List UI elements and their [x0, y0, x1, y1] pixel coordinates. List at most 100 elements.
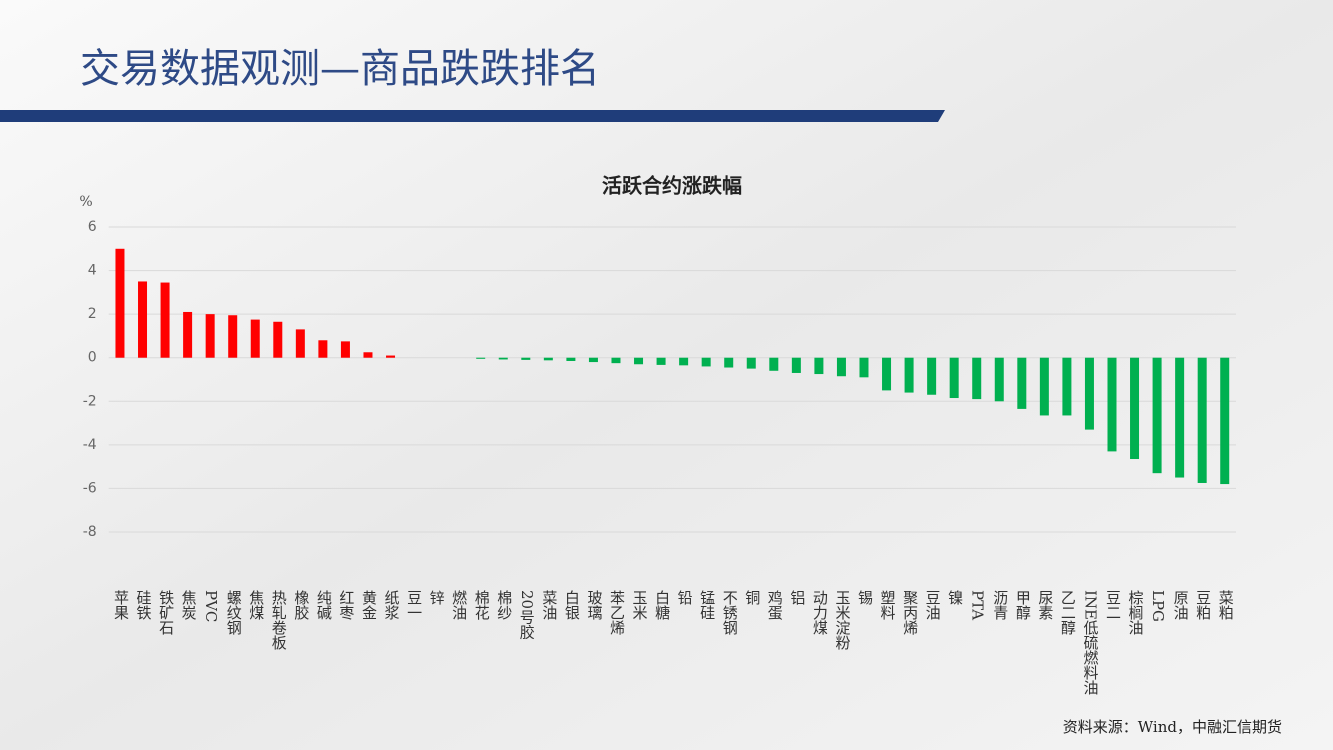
- x-tick-label: 动力煤: [811, 590, 829, 635]
- x-tick-label: 焦煤: [247, 590, 265, 620]
- x-tick-label: 白糖: [653, 590, 671, 620]
- bar: [476, 357, 486, 359]
- x-tick-label: 苹果: [112, 590, 130, 620]
- x-tick-label: 原油: [1172, 590, 1190, 620]
- bar: [1152, 357, 1162, 474]
- bar: [138, 281, 148, 358]
- x-tick-label: 螺纹钢: [225, 590, 243, 636]
- x-tick-label: 菜粕: [1217, 590, 1235, 620]
- x-tick-label: 铜: [743, 590, 761, 606]
- x-tick-label: 豆二: [1104, 590, 1122, 620]
- bar: [1017, 357, 1027, 409]
- slide-title: 交易数据观测—商品跌跌排名: [80, 46, 600, 92]
- bar: [115, 248, 125, 358]
- x-tick-label: 甲醇: [1014, 590, 1032, 620]
- bar: [1062, 357, 1072, 416]
- x-tick-label: 白银: [563, 590, 581, 620]
- y-axis-label: %: [79, 194, 92, 210]
- x-tick-label: PTA: [969, 590, 987, 620]
- y-tick-label: 4: [88, 263, 97, 279]
- x-tick-label: 镍: [946, 589, 964, 605]
- bar: [882, 357, 892, 391]
- bar: [1084, 357, 1094, 430]
- x-tick-label: 焦炭: [180, 590, 198, 620]
- y-tick-label: 6: [88, 219, 97, 235]
- x-tick-label: 铁矿石: [157, 590, 175, 635]
- bar: [318, 340, 328, 358]
- x-tick-label: 纯碱: [315, 590, 333, 621]
- x-tick-label: LPG: [1149, 590, 1167, 622]
- x-tick-label: 热轧卷板: [270, 590, 288, 650]
- bar: [949, 357, 959, 399]
- bar: [972, 357, 982, 400]
- bar: [205, 314, 215, 358]
- x-tick-label: 苯乙烯: [608, 590, 626, 635]
- x-tick-label: 锰硅: [698, 590, 716, 620]
- x-tick-label: 锌: [428, 590, 446, 605]
- bar: [814, 357, 824, 375]
- x-tick-label: 鸡蛋: [766, 590, 784, 621]
- x-tick-label: 聚丙烯: [901, 590, 919, 635]
- bar: [1130, 357, 1140, 460]
- y-tick-label: 0: [88, 350, 97, 366]
- bar: [566, 357, 576, 361]
- x-tick-label: 玉米: [631, 590, 649, 620]
- bar: [994, 357, 1004, 402]
- x-tick-label: 橡胶: [292, 590, 310, 621]
- bar: [363, 352, 373, 358]
- bar: [769, 357, 779, 371]
- bar: [836, 357, 846, 377]
- source-note: 资料来源：Wind，中融汇信期货: [1063, 718, 1282, 736]
- y-tick-label: 2: [88, 306, 97, 322]
- x-tick-label: INE低硫燃料油: [1081, 590, 1099, 695]
- bar: [295, 329, 305, 358]
- bar: [1220, 357, 1230, 485]
- bar: [656, 357, 666, 365]
- bar: [588, 357, 598, 363]
- bar: [498, 357, 508, 360]
- bar: [1197, 357, 1207, 483]
- x-tick-label: 黄金: [360, 590, 378, 620]
- x-tick-label: 尿素: [1036, 590, 1054, 620]
- x-tick-label: 锡: [856, 590, 874, 605]
- x-tick-label: 玉米淀粉: [833, 590, 851, 651]
- y-tick-label: -2: [83, 393, 97, 409]
- bar: [543, 357, 553, 361]
- x-tick-label: 硅铁: [135, 590, 153, 620]
- x-tick-label: 棉纱: [495, 590, 513, 620]
- x-tick-label: 菜油: [540, 590, 558, 620]
- bar: [634, 357, 644, 365]
- x-tick-label: 铅: [676, 590, 694, 605]
- bar: [160, 282, 170, 358]
- bar: [701, 357, 711, 367]
- x-tick-label: 铝: [788, 590, 806, 605]
- bar: [340, 341, 350, 358]
- chart-title: 活跃合约涨跌幅: [602, 174, 742, 198]
- x-tick-label: 燃油: [450, 589, 468, 620]
- bar: [679, 357, 689, 366]
- x-tick-label: 棕榈油: [1127, 590, 1145, 635]
- bar: [1039, 357, 1049, 416]
- bar: [1175, 357, 1185, 478]
- x-tick-label: 棉花: [473, 590, 491, 621]
- title-band: [0, 110, 945, 122]
- y-tick-label: -4: [83, 437, 97, 453]
- x-tick-label: 玻璃: [585, 590, 603, 620]
- x-tick-label: 乙二醇: [1059, 590, 1077, 635]
- bar: [859, 357, 869, 378]
- bar: [927, 357, 937, 395]
- bar: [724, 357, 734, 368]
- y-tick-label: -8: [83, 524, 97, 540]
- bar: [611, 357, 621, 364]
- x-tick-label: 红枣: [337, 590, 355, 620]
- x-tick-label: 沥青: [991, 590, 1009, 620]
- x-tick-label: 纸浆: [383, 590, 401, 620]
- bar: [250, 319, 260, 358]
- bar: [386, 355, 396, 358]
- bar: [746, 357, 756, 369]
- x-tick-label: 20号胶: [518, 590, 536, 640]
- y-tick-label: -6: [83, 480, 97, 496]
- x-tick-label: PVC: [202, 590, 220, 622]
- x-tick-label: 豆一: [405, 590, 423, 620]
